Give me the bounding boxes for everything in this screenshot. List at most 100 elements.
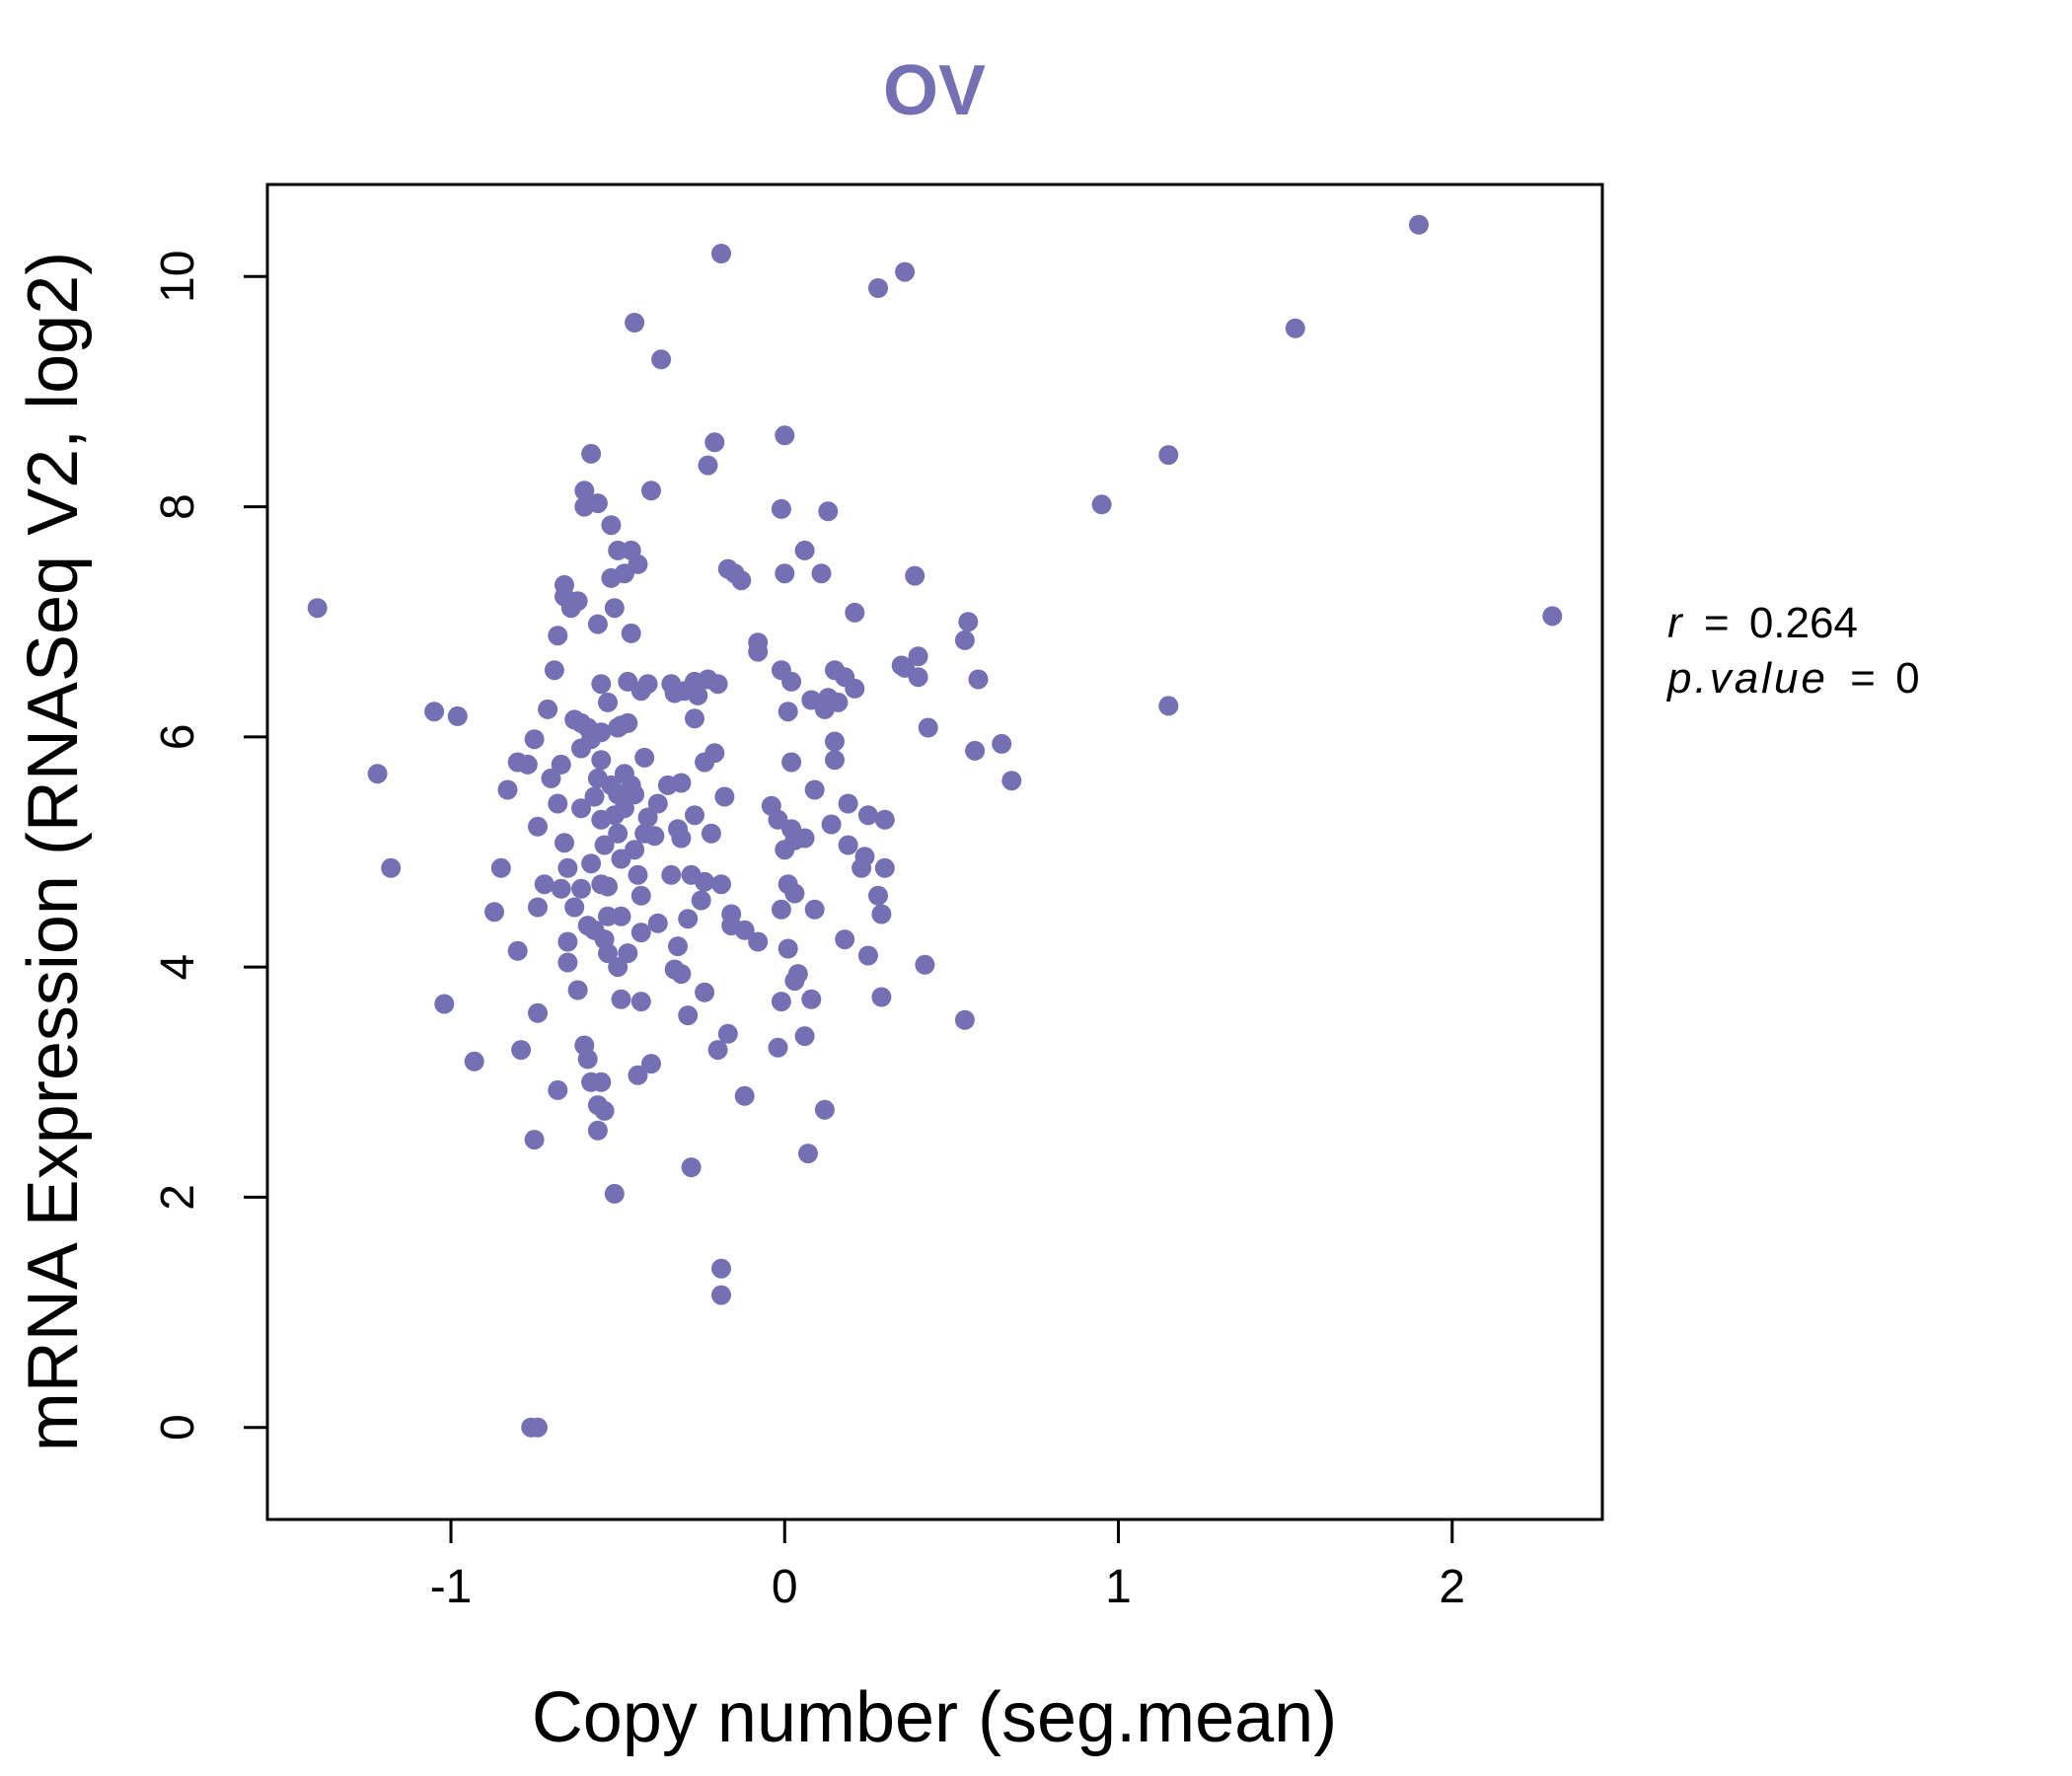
data-point bbox=[528, 816, 548, 837]
p-value: 0 bbox=[1895, 654, 1919, 703]
data-point bbox=[598, 876, 618, 897]
data-point bbox=[581, 853, 602, 874]
data-point bbox=[548, 793, 568, 814]
data-point bbox=[777, 938, 798, 959]
x-tick-label: 2 bbox=[1439, 1561, 1465, 1613]
data-point bbox=[490, 857, 511, 878]
data-point bbox=[618, 943, 638, 964]
r-label: r bbox=[1667, 599, 1684, 647]
data-point bbox=[825, 750, 845, 771]
data-point bbox=[591, 1072, 612, 1092]
data-point bbox=[625, 313, 645, 333]
data-point bbox=[511, 1040, 532, 1061]
data-point bbox=[781, 671, 802, 692]
data-point bbox=[598, 692, 618, 712]
data-point bbox=[918, 717, 938, 738]
data-point bbox=[641, 481, 661, 501]
data-point bbox=[574, 481, 595, 501]
data-point bbox=[698, 455, 718, 476]
y-tick-label: 10 bbox=[152, 251, 204, 303]
data-point bbox=[874, 809, 895, 830]
data-point bbox=[608, 823, 629, 844]
data-point bbox=[731, 570, 752, 591]
data-point bbox=[868, 278, 888, 298]
data-point bbox=[307, 598, 328, 619]
data-point bbox=[571, 798, 591, 819]
y-axis-label: mRNA Expression (RNASeq V2, log2) bbox=[14, 252, 93, 1451]
data-point bbox=[845, 602, 865, 623]
data-point bbox=[688, 685, 708, 705]
data-point bbox=[748, 931, 769, 952]
data-point bbox=[618, 712, 638, 733]
data-point bbox=[1158, 696, 1179, 716]
data-point bbox=[381, 857, 402, 878]
data-point bbox=[685, 805, 704, 826]
data-point bbox=[671, 964, 692, 985]
y-tick-label: 6 bbox=[152, 724, 204, 751]
data-point bbox=[775, 425, 795, 446]
data-point bbox=[1285, 318, 1305, 338]
data-point bbox=[695, 871, 715, 892]
data-point bbox=[661, 864, 682, 885]
x-tick-label: 1 bbox=[1105, 1561, 1132, 1613]
data-point bbox=[818, 501, 839, 522]
data-point bbox=[828, 692, 849, 712]
x-tick-label: 0 bbox=[772, 1561, 798, 1613]
data-point bbox=[768, 1037, 788, 1058]
p-value-label: p.value bbox=[1665, 654, 1828, 703]
x-axis: -1 0 1 2 bbox=[430, 1519, 1465, 1613]
data-point bbox=[811, 563, 832, 584]
data-point bbox=[557, 931, 578, 952]
data-point bbox=[555, 574, 574, 595]
y-tick-label: 2 bbox=[152, 1184, 204, 1211]
data-point bbox=[507, 940, 528, 961]
data-point bbox=[584, 786, 605, 807]
data-point bbox=[711, 244, 731, 263]
data-point bbox=[871, 987, 892, 1007]
data-point bbox=[587, 614, 608, 634]
data-point bbox=[637, 807, 658, 828]
data-point bbox=[781, 752, 802, 773]
data-point bbox=[591, 722, 612, 743]
data-point bbox=[464, 1051, 484, 1072]
data-point bbox=[534, 874, 555, 895]
data-point bbox=[874, 857, 895, 878]
data-point bbox=[637, 674, 658, 695]
data-point bbox=[968, 669, 989, 690]
p-value-statistic: p.value = 0 bbox=[1665, 654, 1920, 703]
data-point bbox=[748, 641, 769, 662]
data-point bbox=[484, 902, 504, 923]
x-axis-label: Copy number (seg.mean) bbox=[532, 1678, 1337, 1757]
data-point bbox=[992, 733, 1012, 754]
data-point bbox=[857, 945, 878, 966]
data-point bbox=[954, 1009, 975, 1030]
data-point bbox=[958, 612, 979, 632]
data-point bbox=[1158, 445, 1179, 466]
data-point bbox=[630, 923, 651, 943]
data-point bbox=[954, 629, 975, 650]
data-point bbox=[771, 992, 791, 1012]
data-point bbox=[517, 754, 538, 775]
data-point bbox=[538, 699, 558, 719]
data-point bbox=[555, 833, 574, 853]
data-point bbox=[854, 847, 875, 867]
data-point bbox=[611, 989, 631, 1009]
data-point bbox=[1409, 214, 1429, 235]
data-point bbox=[857, 805, 878, 826]
data-point bbox=[784, 883, 805, 904]
data-point bbox=[691, 890, 711, 911]
data-point bbox=[594, 1100, 615, 1121]
data-point bbox=[628, 554, 648, 574]
data-point bbox=[551, 754, 571, 775]
data-point bbox=[734, 920, 755, 940]
data-point bbox=[794, 828, 815, 849]
r-statistic: r = 0.264 bbox=[1667, 599, 1858, 647]
data-point bbox=[845, 678, 865, 699]
data-point bbox=[704, 432, 725, 453]
data-point bbox=[528, 897, 548, 918]
data-point bbox=[821, 814, 842, 835]
data-point bbox=[528, 1417, 548, 1438]
data-point bbox=[544, 660, 564, 681]
data-point bbox=[634, 747, 655, 768]
data-point bbox=[647, 793, 668, 814]
